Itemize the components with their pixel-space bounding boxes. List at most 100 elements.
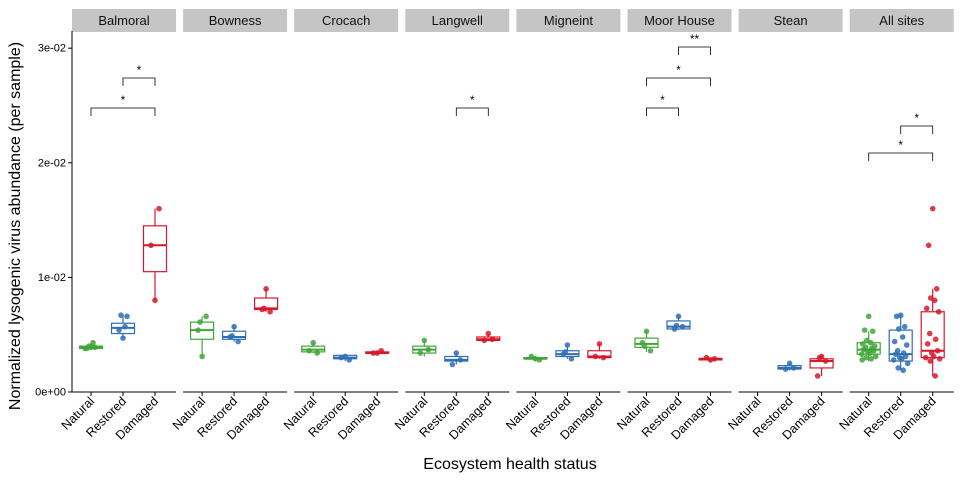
panels-layer: BalmoralNaturalRestoredDamaged**BownessN… — [59, 9, 954, 442]
data-point — [926, 330, 933, 337]
strip-header — [516, 9, 621, 32]
data-point — [786, 360, 793, 367]
box-restored — [333, 353, 358, 363]
box-restored — [110, 312, 136, 341]
data-point — [822, 358, 829, 364]
significance-label: * — [676, 65, 681, 77]
data-point — [310, 339, 317, 346]
significance-bracket: ** — [678, 34, 711, 55]
data-point — [600, 354, 607, 361]
data-point — [124, 313, 130, 320]
data-point — [868, 355, 874, 362]
box-iqr — [222, 330, 247, 340]
strip-label: Migneint — [544, 13, 594, 28]
significance-label: * — [470, 95, 475, 107]
box-damaged — [809, 353, 834, 379]
x-axis-title: Ecosystem health status — [423, 456, 596, 473]
data-point — [932, 373, 938, 379]
data-point — [895, 365, 901, 371]
data-point — [481, 337, 488, 344]
data-point — [872, 353, 879, 360]
significance-bracket: * — [868, 140, 934, 161]
box-damaged — [698, 354, 723, 363]
box-damaged — [476, 330, 501, 344]
data-point — [703, 354, 710, 361]
data-point — [568, 355, 575, 362]
data-point — [261, 305, 267, 312]
data-point — [647, 347, 654, 354]
box-natural — [856, 313, 881, 363]
data-point — [935, 308, 942, 315]
data-point — [901, 323, 908, 330]
data-point — [892, 351, 899, 357]
strip-label: Balmoral — [98, 13, 149, 28]
data-point — [421, 337, 428, 344]
data-point — [934, 347, 941, 354]
bracket-line — [868, 152, 934, 161]
strip-header — [405, 9, 510, 32]
data-point — [235, 338, 241, 345]
data-point — [936, 355, 943, 362]
data-point — [417, 350, 424, 356]
data-point — [267, 308, 273, 315]
data-point — [814, 373, 821, 379]
data-point — [929, 205, 936, 212]
data-point — [229, 333, 235, 339]
significance-bracket: * — [900, 113, 934, 134]
data-point — [933, 286, 940, 292]
data-point — [453, 350, 460, 356]
strip-header — [183, 9, 288, 32]
data-point — [122, 323, 128, 330]
bracket-line — [646, 77, 711, 86]
significance-bracket: * — [646, 65, 711, 86]
box-iqr — [587, 350, 612, 359]
data-point — [203, 313, 209, 320]
significance-label: * — [660, 95, 665, 107]
significance-label: * — [914, 113, 919, 125]
strip-label: Langwell — [432, 13, 483, 28]
bracket-line — [455, 107, 489, 116]
data-point — [866, 350, 873, 356]
box-natural — [301, 339, 326, 356]
data-point — [378, 347, 385, 354]
box-natural — [78, 339, 104, 352]
strip-header — [738, 9, 843, 32]
data-point — [859, 357, 865, 363]
data-point — [925, 242, 932, 249]
box-iqr — [666, 320, 691, 330]
box-restored — [555, 342, 580, 362]
y-tick-label: 1e-02 — [38, 272, 66, 284]
data-point — [893, 313, 900, 320]
data-point — [231, 323, 237, 330]
data-point — [562, 349, 569, 355]
data-point — [895, 326, 902, 332]
data-point — [564, 342, 571, 348]
data-point — [528, 353, 535, 360]
data-point — [152, 297, 158, 304]
strip-label: Crocach — [322, 13, 370, 28]
data-point — [927, 358, 933, 364]
significance-bracket: * — [646, 95, 679, 116]
strip-header — [627, 9, 732, 32]
data-point — [156, 205, 162, 212]
data-point — [641, 343, 648, 349]
significance-label: * — [898, 140, 903, 152]
box-natural — [634, 328, 659, 354]
box-damaged — [254, 286, 279, 315]
data-point — [931, 297, 938, 304]
data-point — [120, 335, 126, 341]
box-restored — [888, 312, 913, 374]
data-point — [903, 342, 910, 348]
box-restored — [777, 360, 802, 372]
box-iqr — [444, 355, 469, 362]
data-point — [92, 344, 98, 351]
strip-label: Bowness — [209, 13, 262, 28]
box-natural — [523, 353, 548, 363]
data-point — [679, 323, 686, 330]
data-point — [643, 328, 650, 335]
y-axis: 0e+00 1e-02 2e-02 3e-02 — [35, 31, 73, 399]
bracket-line — [90, 107, 156, 116]
